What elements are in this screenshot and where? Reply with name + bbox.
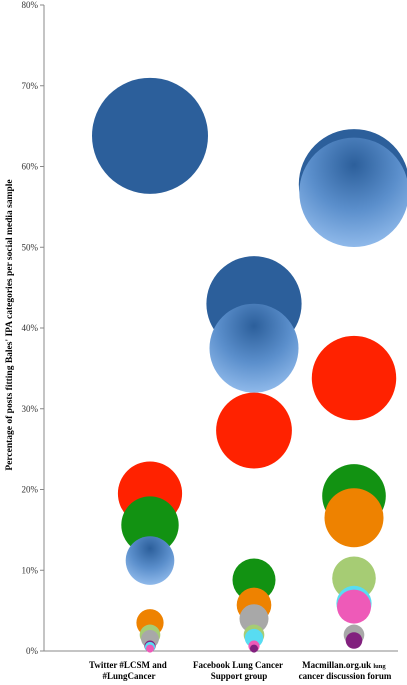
y-tick-label: 20% xyxy=(22,485,39,495)
category-label-macmillan-line1: Macmillan.org.uk xyxy=(302,660,371,670)
bubble-pink-macmillan xyxy=(337,589,371,624)
y-tick-label: 70% xyxy=(22,81,39,91)
category-label-twitter-line1: Twitter #LCSM and xyxy=(89,660,167,670)
bubble-cyan-facebook xyxy=(244,628,264,648)
y-tick-label: 30% xyxy=(22,404,39,414)
category-label-twitter-line2: #LungCancer xyxy=(102,671,155,681)
bubble-light-blue-facebook xyxy=(209,303,299,393)
bubble-light-blue-macmillan xyxy=(299,137,407,248)
bubble-purple-macmillan xyxy=(345,632,363,649)
y-tick-label: 80% xyxy=(22,0,39,10)
category-label-macmillan: Macmillan.org.uk lung cancer discussion … xyxy=(299,660,392,681)
y-tick-label: 10% xyxy=(22,565,39,575)
bubble-green-facebook xyxy=(232,558,276,602)
category-label-facebook: Facebook Lung Cancer Support group xyxy=(193,660,285,681)
bubble-green-twitter xyxy=(121,496,179,554)
bubble-red-macmillan xyxy=(311,335,397,421)
y-axis-title: Percentage of posts fitting Bales' IPA c… xyxy=(5,179,15,470)
bubble-dark-blue-twitter xyxy=(92,77,208,194)
y-tick-label: 50% xyxy=(22,242,39,252)
bubble-light-green-macmillan xyxy=(332,556,376,601)
bubble-purple-facebook xyxy=(250,644,258,653)
category-label-macmillan-line1-small: lung xyxy=(373,663,386,670)
bubble-grey-facebook xyxy=(239,604,269,634)
bubble-pink-twitter xyxy=(146,644,154,653)
y-tick-label: 40% xyxy=(22,323,39,333)
y-tick-label: 60% xyxy=(22,162,39,172)
bubble-light-blue-twitter xyxy=(125,536,175,585)
y-tick-label: 0% xyxy=(26,646,39,656)
bubble-red-facebook xyxy=(216,392,292,469)
category-label-twitter: Twitter #LCSM and #LungCancer xyxy=(89,660,169,681)
bubble-orange-macmillan xyxy=(324,488,384,548)
category-label-facebook-line2: Support group xyxy=(211,671,268,681)
category-label-macmillan-line2: cancer discussion forum xyxy=(299,671,392,681)
category-label-facebook-line1: Facebook Lung Cancer xyxy=(193,660,283,670)
